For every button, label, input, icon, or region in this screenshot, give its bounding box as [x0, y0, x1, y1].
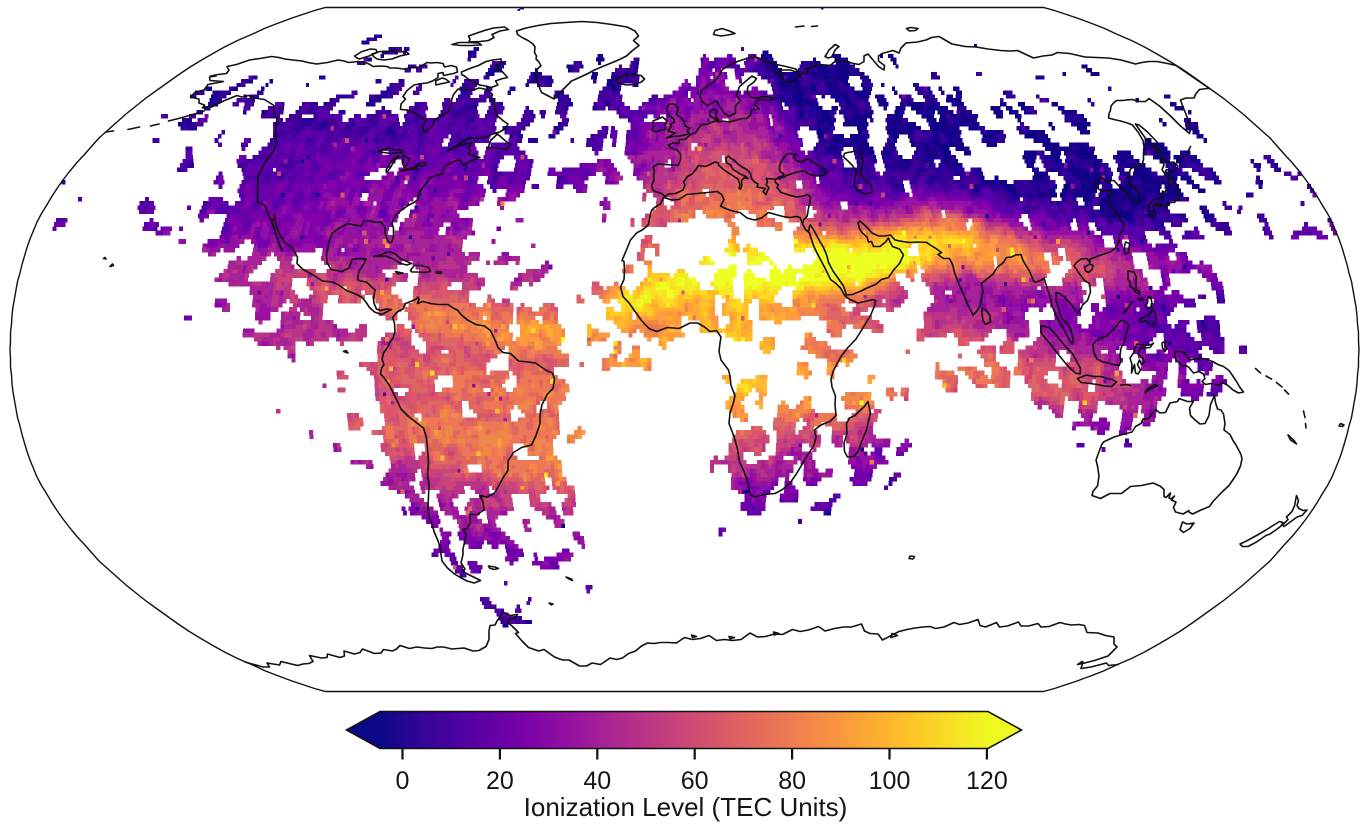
- svg-text:100: 100: [869, 767, 911, 795]
- svg-text:40: 40: [583, 767, 611, 795]
- svg-text:Ionization Level (TEC Units): Ionization Level (TEC Units): [524, 792, 848, 822]
- svg-text:20: 20: [486, 767, 514, 795]
- svg-text:80: 80: [778, 767, 806, 795]
- svg-text:120: 120: [966, 767, 1008, 795]
- svg-text:0: 0: [396, 767, 410, 795]
- svg-text:60: 60: [681, 767, 709, 795]
